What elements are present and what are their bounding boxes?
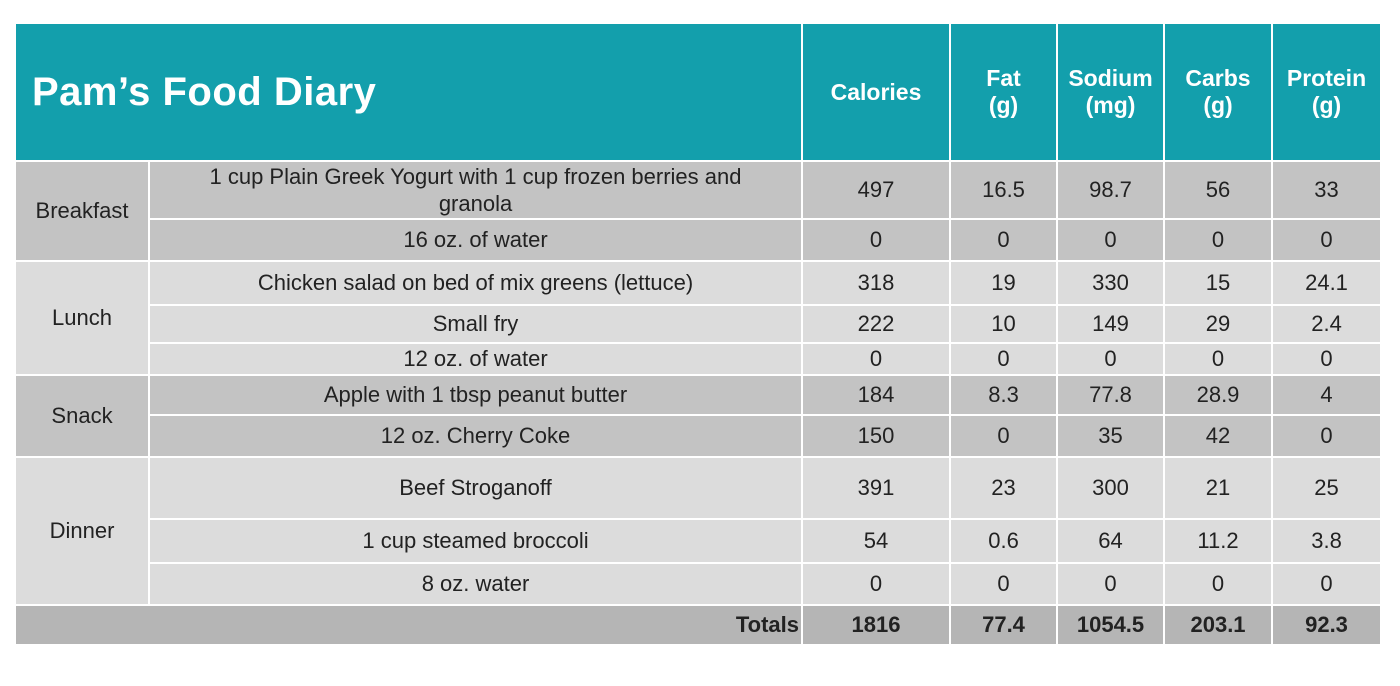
food-cell: Apple with 1 tbsp peanut butter: [147, 374, 804, 416]
meal-label-dinner: Dinner: [14, 456, 150, 606]
total-protein: 92.3: [1271, 604, 1383, 646]
table-row: Small fry 222 10 149 29 2.4: [15, 304, 1383, 344]
food-cell: Small fry: [147, 304, 804, 344]
col-header-protein: Protein (g): [1271, 22, 1383, 162]
carbs-cell: 29: [1163, 304, 1274, 344]
col-header-sodium: Sodium (mg): [1056, 22, 1166, 162]
calories-cell: 222: [801, 304, 952, 344]
meal-label-snack: Snack: [14, 374, 150, 458]
carbs-cell: 0: [1163, 218, 1274, 262]
carbs-cell: 56: [1163, 160, 1274, 220]
fat-cell: 0: [949, 218, 1059, 262]
protein-cell: 3.8: [1271, 518, 1383, 564]
meal-label-lunch: Lunch: [14, 260, 150, 376]
col-header-sodium-unit: (mg): [1085, 92, 1136, 118]
food-cell: 12 oz. Cherry Coke: [147, 414, 804, 458]
protein-cell: 33: [1271, 160, 1383, 220]
protein-cell: 2.4: [1271, 304, 1383, 344]
page-title: Pam’s Food Diary: [13, 22, 804, 162]
food-cell: 8 oz. water: [147, 562, 804, 606]
col-header-carbs-label: Carbs: [1185, 65, 1251, 91]
sodium-cell: 330: [1056, 260, 1166, 306]
col-header-calories: Calories: [801, 22, 952, 162]
total-calories: 1816: [801, 604, 952, 646]
sodium-cell: 35: [1056, 414, 1166, 458]
food-cell: 16 oz. of water: [147, 218, 804, 262]
col-header-fat-label: Fat: [986, 65, 1021, 91]
calories-cell: 54: [801, 518, 952, 564]
table-row: 12 oz. of water 0 0 0 0 0: [15, 342, 1383, 376]
carbs-cell: 21: [1163, 456, 1274, 520]
col-header-fat-unit: (g): [988, 92, 1019, 118]
calories-cell: 184: [801, 374, 952, 416]
protein-cell: 0: [1271, 342, 1383, 376]
col-header-calories-label: Calories: [830, 78, 922, 105]
calories-cell: 497: [801, 160, 952, 220]
fat-cell: 23: [949, 456, 1059, 520]
protein-cell: 4: [1271, 374, 1383, 416]
col-header-carbs-unit: (g): [1203, 92, 1233, 118]
protein-cell: 0: [1271, 218, 1383, 262]
col-header-protein-unit: (g): [1311, 92, 1342, 118]
sodium-cell: 0: [1056, 342, 1166, 376]
total-carbs: 203.1: [1163, 604, 1274, 646]
food-cell: Chicken salad on bed of mix greens (lett…: [147, 260, 804, 306]
protein-cell: 0: [1271, 562, 1383, 606]
table-row: 8 oz. water 0 0 0 0 0: [15, 562, 1383, 606]
food-cell: 1 cup steamed broccoli: [147, 518, 804, 564]
table-row: Breakfast 1 cup Plain Greek Yogurt with …: [14, 160, 1383, 262]
sodium-cell: 77.8: [1056, 374, 1166, 416]
food-cell: 12 oz. of water: [147, 342, 804, 376]
totals-label: Totals: [13, 604, 804, 646]
meal-label-breakfast: Breakfast: [14, 160, 150, 262]
carbs-cell: 0: [1163, 562, 1274, 606]
table-row: 12 oz. Cherry Coke 150 0 35 42 0: [15, 414, 1383, 458]
header-row: Pam’s Food Diary Calories Fat (g) Sodium(…: [13, 22, 1383, 162]
sodium-cell: 149: [1056, 304, 1166, 344]
table-row: Dinner Beef Stroganoff 391 23 300 21 25: [14, 456, 1383, 606]
protein-cell: 25: [1271, 456, 1383, 520]
fat-cell: 0: [949, 562, 1059, 606]
calories-cell: 0: [801, 218, 952, 262]
carbs-cell: 42: [1163, 414, 1274, 458]
fat-cell: 10: [949, 304, 1059, 344]
sodium-cell: 0: [1056, 218, 1166, 262]
food-cell: Beef Stroganoff: [147, 456, 804, 520]
fat-cell: 0: [949, 414, 1059, 458]
protein-cell: 0: [1271, 414, 1383, 458]
food-diary-table: Pam’s Food Diary Calories Fat (g) Sodium(…: [13, 22, 1383, 646]
col-header-fat: Fat (g): [949, 22, 1059, 162]
carbs-cell: 28.9: [1163, 374, 1274, 416]
table-row: Lunch Chicken salad on bed of mix greens…: [14, 260, 1383, 376]
carbs-cell: 15: [1163, 260, 1274, 306]
total-fat: 77.4: [949, 604, 1059, 646]
carbs-cell: 11.2: [1163, 518, 1274, 564]
col-header-sodium-label: Sodium: [1068, 65, 1153, 91]
totals-row: Totals 1816 77.4 1054.5 203.1 92.3: [13, 604, 1383, 646]
table-row: Snack Apple with 1 tbsp peanut butter 18…: [14, 374, 1383, 458]
table-row: 16 oz. of water 0 0 0 0 0: [15, 218, 1383, 262]
fat-cell: 0.6: [949, 518, 1059, 564]
calories-cell: 150: [801, 414, 952, 458]
calories-cell: 318: [801, 260, 952, 306]
fat-cell: 19: [949, 260, 1059, 306]
sodium-cell: 98.7: [1056, 160, 1166, 220]
total-sodium: 1054.5: [1056, 604, 1166, 646]
table-row: 1 cup steamed broccoli 54 0.6 64 11.2 3.…: [15, 518, 1383, 564]
col-header-carbs: Carbs (g): [1163, 22, 1274, 162]
carbs-cell: 0: [1163, 342, 1274, 376]
sodium-cell: 300: [1056, 456, 1166, 520]
sodium-cell: 64: [1056, 518, 1166, 564]
calories-cell: 0: [801, 562, 952, 606]
fat-cell: 16.5: [949, 160, 1059, 220]
calories-cell: 391: [801, 456, 952, 520]
fat-cell: 8.3: [949, 374, 1059, 416]
protein-cell: 24.1: [1271, 260, 1383, 306]
sodium-cell: 0: [1056, 562, 1166, 606]
food-cell: 1 cup Plain Greek Yogurt with 1 cup froz…: [147, 160, 804, 220]
calories-cell: 0: [801, 342, 952, 376]
fat-cell: 0: [949, 342, 1059, 376]
col-header-protein-label: Protein: [1286, 65, 1367, 91]
